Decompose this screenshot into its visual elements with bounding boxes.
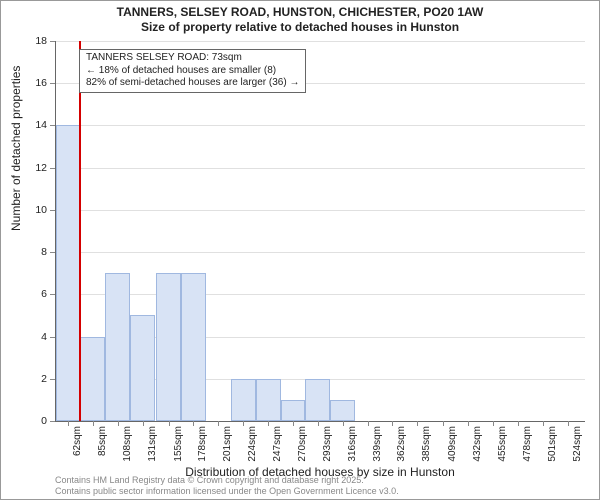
marker-line <box>79 41 81 421</box>
x-tick-mark <box>169 421 170 426</box>
histogram-bar <box>330 400 355 421</box>
x-tick-label: 270sqm <box>297 426 308 462</box>
x-tick-mark <box>293 421 294 426</box>
y-tick-label: 12 <box>35 162 47 174</box>
y-axis-line <box>55 41 56 421</box>
histogram-bar <box>156 273 181 421</box>
chart-title: TANNERS, SELSEY ROAD, HUNSTON, CHICHESTE… <box>1 5 599 34</box>
annotation-line: TANNERS SELSEY ROAD: 73sqm <box>86 52 299 65</box>
x-tick-mark <box>443 421 444 426</box>
histogram-bar <box>281 400 306 421</box>
footer-attribution: Contains HM Land Registry data © Crown c… <box>55 475 399 496</box>
histogram-bar <box>80 337 105 421</box>
x-tick-mark <box>143 421 144 426</box>
y-tick-label: 0 <box>41 415 47 427</box>
annotation-line: 82% of semi-detached houses are larger (… <box>86 77 299 90</box>
y-tick-label: 4 <box>41 331 47 343</box>
gridline <box>55 252 585 253</box>
x-tick-label: 108sqm <box>122 426 133 462</box>
y-tick-label: 18 <box>35 35 47 47</box>
x-tick-label: 131sqm <box>147 426 158 462</box>
x-tick-label: 339sqm <box>372 426 383 462</box>
x-tick-mark <box>543 421 544 426</box>
x-tick-mark <box>493 421 494 426</box>
gridline <box>55 294 585 295</box>
y-tick-label: 8 <box>41 246 47 258</box>
x-tick-mark <box>193 421 194 426</box>
histogram-bar <box>105 273 130 421</box>
gridline <box>55 168 585 169</box>
histogram-bar <box>231 379 256 421</box>
y-tick-label: 6 <box>41 288 47 300</box>
histogram-chart: TANNERS, SELSEY ROAD, HUNSTON, CHICHESTE… <box>0 0 600 500</box>
y-tick-label: 14 <box>35 119 47 131</box>
annotation-line: ← 18% of detached houses are smaller (8) <box>86 65 299 78</box>
x-tick-mark <box>518 421 519 426</box>
x-tick-label: 293sqm <box>322 426 333 462</box>
x-tick-mark <box>243 421 244 426</box>
x-tick-label: 247sqm <box>272 426 283 462</box>
x-tick-mark <box>218 421 219 426</box>
x-tick-label: 478sqm <box>522 426 533 462</box>
title-line-1: TANNERS, SELSEY ROAD, HUNSTON, CHICHESTE… <box>1 5 599 19</box>
footer-line-2: Contains public sector information licen… <box>55 486 399 496</box>
gridline <box>55 41 585 42</box>
y-tick-label: 16 <box>35 77 47 89</box>
annotation-box: TANNERS SELSEY ROAD: 73sqm← 18% of detac… <box>79 49 306 93</box>
x-tick-mark <box>392 421 393 426</box>
plot-area: TANNERS SELSEY ROAD: 73sqm← 18% of detac… <box>55 41 585 421</box>
x-axis: 62sqm 85sqm 108sqm 131sqm 155sqm 178sqm 201sqm… <box>55 421 585 471</box>
x-tick-mark <box>268 421 269 426</box>
x-tick-label: 85sqm <box>97 426 108 456</box>
x-tick-mark <box>468 421 469 426</box>
x-tick-mark <box>93 421 94 426</box>
x-tick-mark <box>417 421 418 426</box>
x-tick-mark <box>318 421 319 426</box>
gridline <box>55 125 585 126</box>
x-tick-label: 385sqm <box>421 426 432 462</box>
y-tick-label: 2 <box>41 373 47 385</box>
y-axis: 024681012141618 <box>1 41 55 421</box>
x-tick-label: 524sqm <box>572 426 583 462</box>
x-tick-label: 455sqm <box>497 426 508 462</box>
x-tick-mark <box>343 421 344 426</box>
x-tick-label: 362sqm <box>396 426 407 462</box>
x-tick-label: 409sqm <box>447 426 458 462</box>
x-tick-label: 316sqm <box>347 426 358 462</box>
gridline <box>55 210 585 211</box>
x-tick-mark <box>568 421 569 426</box>
x-tick-label: 432sqm <box>472 426 483 462</box>
title-line-2: Size of property relative to detached ho… <box>1 20 599 34</box>
x-tick-label: 201sqm <box>222 426 233 462</box>
x-tick-label: 178sqm <box>197 426 208 462</box>
histogram-bar <box>130 315 155 421</box>
histogram-bar <box>305 379 330 421</box>
histogram-bar <box>56 125 81 421</box>
y-tick-label: 10 <box>35 204 47 216</box>
x-tick-mark <box>118 421 119 426</box>
x-tick-mark <box>368 421 369 426</box>
x-tick-label: 224sqm <box>247 426 258 462</box>
x-tick-label: 155sqm <box>173 426 184 462</box>
footer-line-1: Contains HM Land Registry data © Crown c… <box>55 475 399 485</box>
histogram-bar <box>256 379 281 421</box>
x-tick-label: 62sqm <box>72 426 83 456</box>
x-tick-label: 501sqm <box>547 426 558 462</box>
histogram-bar <box>181 273 206 421</box>
x-tick-mark <box>68 421 69 426</box>
